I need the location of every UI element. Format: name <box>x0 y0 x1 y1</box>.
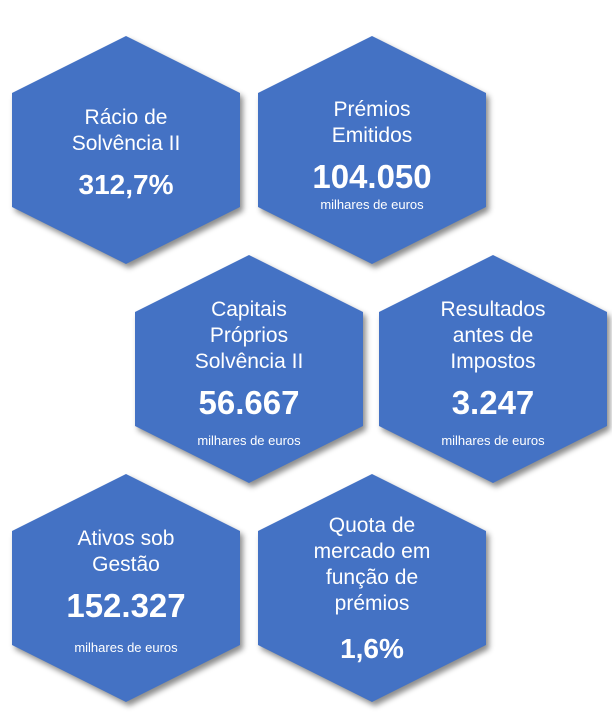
tile-label: Resultados antes de Impostos <box>440 297 545 375</box>
label-line: Capitais <box>211 298 287 321</box>
label-line: antes de <box>452 324 534 347</box>
hexagon-shape <box>258 474 486 702</box>
tile-value: 104.050 <box>312 158 432 195</box>
label-line: Solvência II <box>71 132 181 155</box>
tile-unit: milhares de euros <box>441 433 545 448</box>
tile-value: 56.667 <box>198 384 300 421</box>
hexagon-shape <box>12 36 240 264</box>
label-line: Quota de <box>328 514 416 537</box>
tile-market-share: Quota de mercado em função de prémios 1,… <box>258 474 486 702</box>
tile-label: Capitais Próprios Solvência II <box>195 297 304 375</box>
label-line: Próprios <box>209 324 289 347</box>
tile-written-premiums: Prémios Emitidos 104.050 milhares de eur… <box>258 36 486 264</box>
tile-assets-under-management: Ativos sob Gestão 152.327 milhares de eu… <box>12 474 240 702</box>
hexagon-shape <box>12 474 240 702</box>
tile-unit: milhares de euros <box>197 433 301 448</box>
tile-solvency-ratio: Rácio de Solvência II 312,7% <box>12 36 240 264</box>
label-line: Impostos <box>450 350 536 373</box>
label-line: Resultados <box>440 298 546 321</box>
tile-label: Quota de mercado em função de prémios <box>314 513 431 617</box>
tile-label: Prémios Emitidos <box>332 97 413 149</box>
tile-unit: milhares de euros <box>320 197 424 212</box>
tile-own-funds: Capitais Próprios Solvência II 56.667 mi… <box>135 255 363 483</box>
tile-value: 3.247 <box>451 384 535 421</box>
label-line: Ativos sob <box>77 527 175 550</box>
label-line: prémios <box>334 592 410 615</box>
hexagon-shape <box>379 255 607 483</box>
hexagon-shape <box>135 255 363 483</box>
tile-pre-tax-results: Resultados antes de Impostos 3.247 milha… <box>379 255 607 483</box>
label-line: Gestão <box>92 553 160 576</box>
tile-label: Rácio de Solvência II <box>72 105 181 157</box>
tile-label: Ativos sob Gestão <box>78 526 175 578</box>
label-line: função de <box>325 566 419 589</box>
label-line: Emitidos <box>331 124 413 147</box>
tile-unit: milhares de euros <box>74 640 178 655</box>
label-line: mercado em <box>313 540 431 563</box>
hexagon-shape <box>258 36 486 264</box>
tile-value: 152.327 <box>66 587 186 624</box>
tile-value: 1,6% <box>340 633 404 664</box>
label-line: Prémios <box>333 98 411 121</box>
label-line: Solvência II <box>194 350 304 373</box>
label-line: Rácio de <box>84 106 168 129</box>
tile-value: 312,7% <box>78 169 174 200</box>
